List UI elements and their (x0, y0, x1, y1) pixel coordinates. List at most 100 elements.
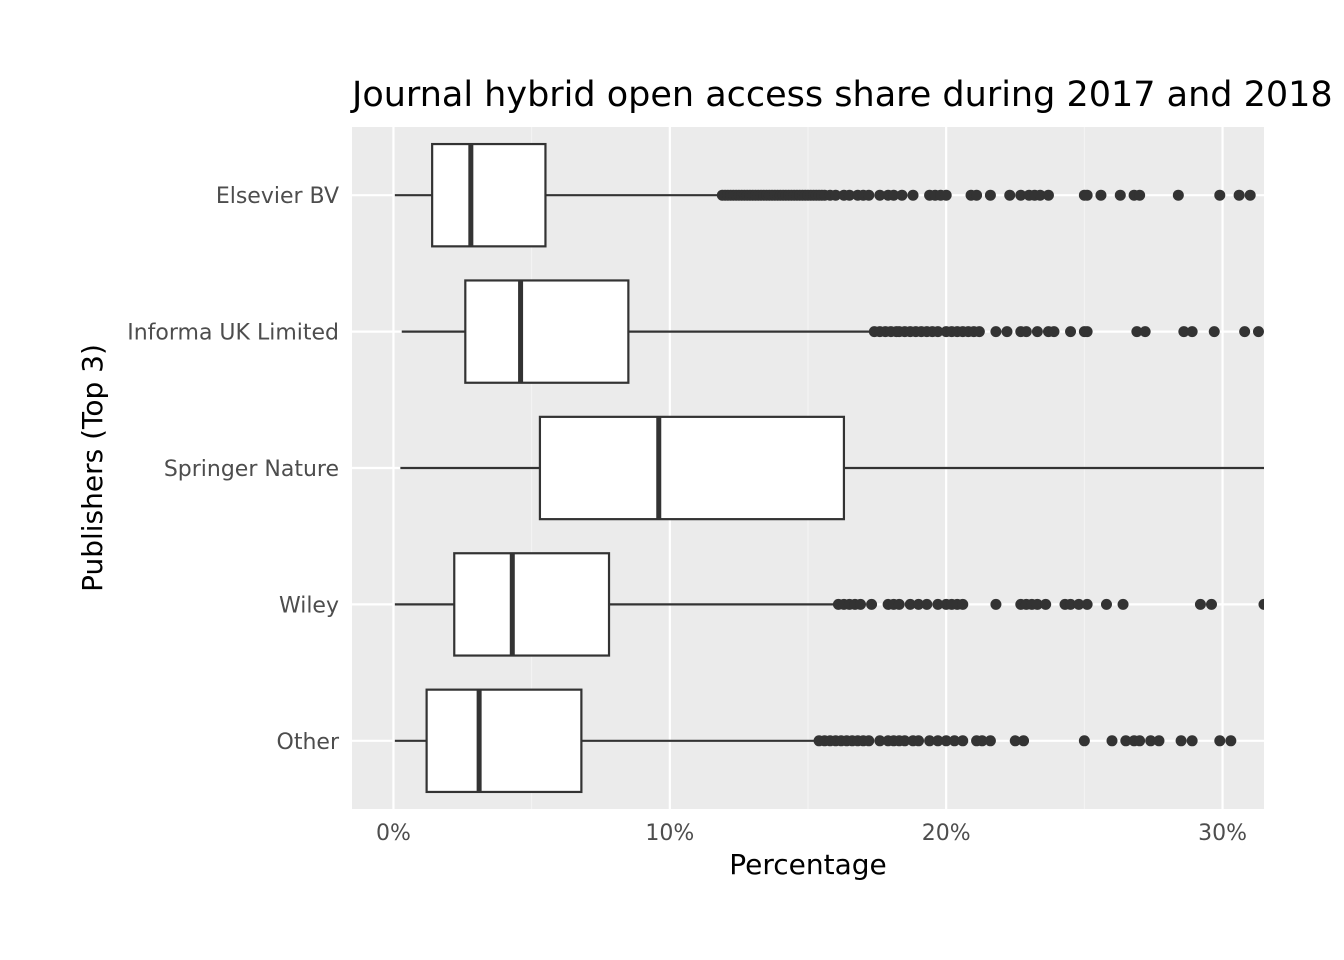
outlier-point (1233, 189, 1245, 201)
box-elsevier-bv (394, 142, 1256, 248)
outlier-point (1034, 189, 1046, 201)
outlier-point (1225, 735, 1237, 747)
outlier-point (973, 326, 985, 338)
y-tick-label: Wiley (279, 593, 339, 618)
outlier-point (907, 189, 919, 201)
y-axis-title: Publishers (Top 3) (76, 344, 109, 592)
outlier-point (1172, 189, 1184, 201)
outlier-point (932, 735, 944, 747)
outlier-point (1095, 189, 1107, 201)
outlier-point (1081, 326, 1093, 338)
box-informa-uk-limited (401, 279, 1264, 384)
x-tick-labels: 0% 10% 20% 30% (376, 821, 1247, 846)
outlier-point (940, 735, 952, 747)
outlier-point (874, 189, 886, 201)
outlier-point (1065, 326, 1077, 338)
outlier-point (976, 735, 988, 747)
outlier-point (1134, 735, 1146, 747)
outlier-point (855, 598, 867, 610)
outlier-point (1031, 598, 1043, 610)
outlier-point (1178, 326, 1190, 338)
outlier-point (984, 735, 996, 747)
outlier-point (1106, 735, 1118, 747)
box-iqr (538, 415, 846, 521)
outlier-point (1040, 598, 1052, 610)
x-tick-label: 0% (376, 821, 411, 846)
outlier-point (1175, 735, 1187, 747)
y-tick-label: Springer Nature (164, 457, 339, 482)
outlier-point (957, 598, 969, 610)
outlier-point (1214, 735, 1226, 747)
outlier-point (866, 598, 878, 610)
outlier-point (1252, 326, 1264, 338)
outlier-point (913, 598, 925, 610)
outlier-point (1015, 189, 1027, 201)
y-tick-label: Informa UK Limited (127, 321, 339, 346)
outlier-point (990, 326, 1002, 338)
outlier-point (948, 735, 960, 747)
outlier-point (893, 598, 905, 610)
outlier-point (1186, 326, 1198, 338)
boxes-clipped (394, 142, 1264, 794)
x-tick-label: 20% (922, 821, 971, 846)
outlier-point (1214, 189, 1226, 201)
outlier-point (932, 326, 944, 338)
outlier-point (1020, 326, 1032, 338)
box-iqr (464, 279, 630, 384)
boxes-layer (394, 142, 1264, 794)
box-wiley (394, 552, 1264, 657)
box-iqr (453, 552, 611, 657)
outlier-point (1153, 735, 1165, 747)
outlier-point (940, 189, 952, 201)
outlier-point (896, 189, 908, 201)
outlier-point (1134, 189, 1146, 201)
y-tick-label: Elsevier BV (216, 184, 339, 209)
x-axis-title: Percentage (729, 848, 887, 881)
outlier-point (863, 189, 875, 201)
outlier-point (904, 598, 916, 610)
outlier-point (1186, 735, 1198, 747)
outlier-point (1031, 326, 1043, 338)
outlier-point (971, 189, 983, 201)
outlier-point (1117, 598, 1129, 610)
outlier-point (1073, 598, 1085, 610)
box-iqr (431, 142, 547, 248)
outlier-point (1205, 598, 1217, 610)
outlier-point (1239, 326, 1251, 338)
outlier-point (1120, 735, 1132, 747)
outlier-point (984, 189, 996, 201)
outlier-point (1065, 598, 1077, 610)
outlier-point (888, 189, 900, 201)
outlier-point (899, 735, 911, 747)
outlier-point (1081, 189, 1093, 201)
outlier-point (1258, 598, 1264, 610)
outlier-point (1114, 189, 1126, 201)
box-iqr (425, 688, 583, 794)
outlier-point (1001, 326, 1013, 338)
outlier-point (1100, 598, 1112, 610)
outlier-point (932, 598, 944, 610)
outlier-point (1018, 735, 1030, 747)
outlier-point (1194, 598, 1206, 610)
outlier-point (913, 735, 925, 747)
outlier-point (830, 189, 842, 201)
outlier-point (1244, 189, 1256, 201)
outlier-point (863, 735, 875, 747)
outlier-point (1042, 189, 1054, 201)
outlier-point (921, 598, 933, 610)
outlier-point (874, 735, 886, 747)
outlier-point (957, 735, 969, 747)
outlier-point (1081, 598, 1093, 610)
x-tick-label: 30% (1198, 821, 1247, 846)
outlier-point (924, 735, 936, 747)
outlier-point (1078, 735, 1090, 747)
outlier-point (1208, 326, 1220, 338)
y-tick-label: Other (277, 730, 340, 755)
outlier-point (1009, 735, 1021, 747)
box-other (394, 688, 1237, 794)
outlier-point (1139, 326, 1151, 338)
outlier-point (1131, 326, 1143, 338)
outlier-point (990, 598, 1002, 610)
outlier-point (1048, 326, 1060, 338)
